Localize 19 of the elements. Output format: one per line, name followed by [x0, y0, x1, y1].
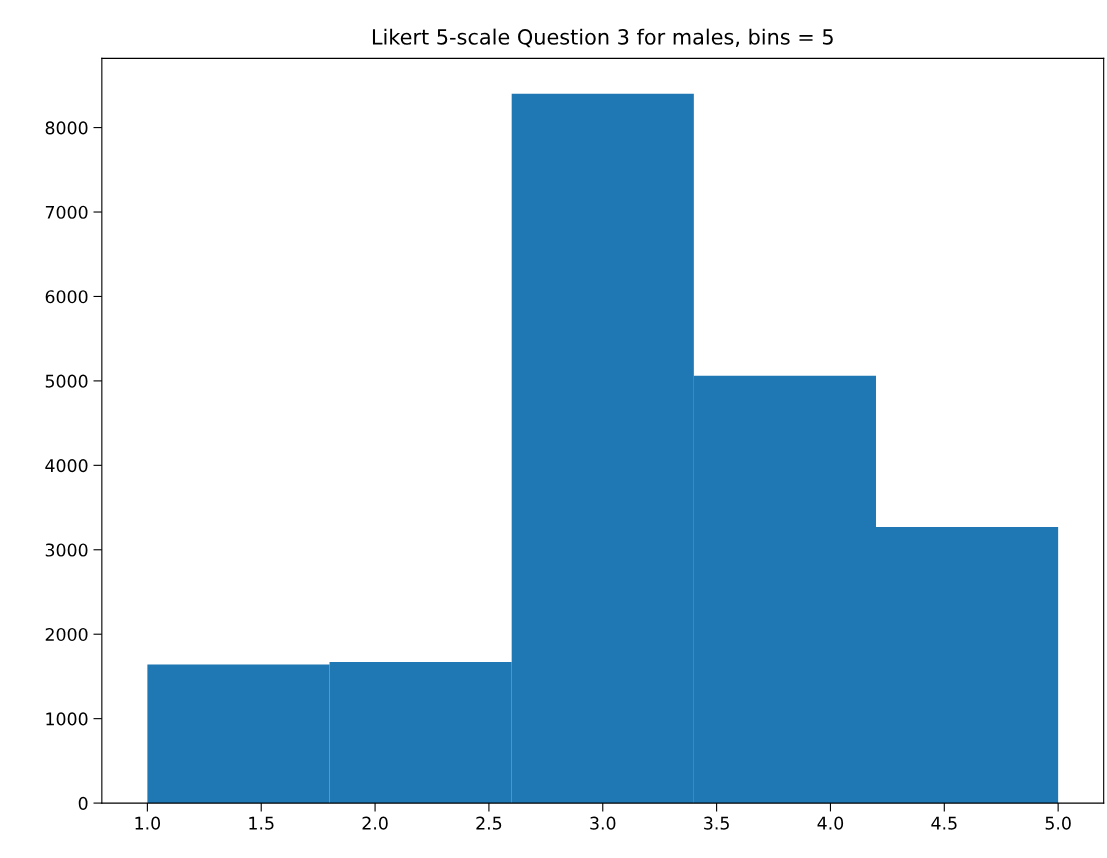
- x-tick-label: 5.0: [1045, 816, 1071, 830]
- y-tick-label: 8000: [45, 121, 88, 135]
- y-tick-label: 2000: [45, 627, 88, 642]
- y-tick-label: 0: [78, 796, 88, 810]
- y-tick-label: 7000: [45, 205, 88, 219]
- y-tick-label: 6000: [45, 290, 88, 304]
- x-tick-label: 1.5: [249, 816, 274, 830]
- y-tick-label: 3000: [45, 543, 88, 557]
- x-tick-label: 3.5: [704, 816, 729, 830]
- x-tick-label: 2.5: [476, 816, 502, 830]
- y-tick-label: 4000: [45, 459, 88, 473]
- x-tick-label: 1.0: [135, 816, 161, 830]
- chart-title: Likert 5-scale Question 3 for males, bins = 5: [372, 28, 833, 48]
- x-tick-label: 4.0: [817, 816, 844, 830]
- y-tick-label: 1000: [46, 712, 88, 726]
- x-tick-label: 3.0: [590, 816, 616, 830]
- y-tick-label: 5000: [45, 374, 88, 388]
- x-tick-label: 2.0: [362, 816, 388, 830]
- x-tick-label: 4.5: [931, 816, 957, 830]
